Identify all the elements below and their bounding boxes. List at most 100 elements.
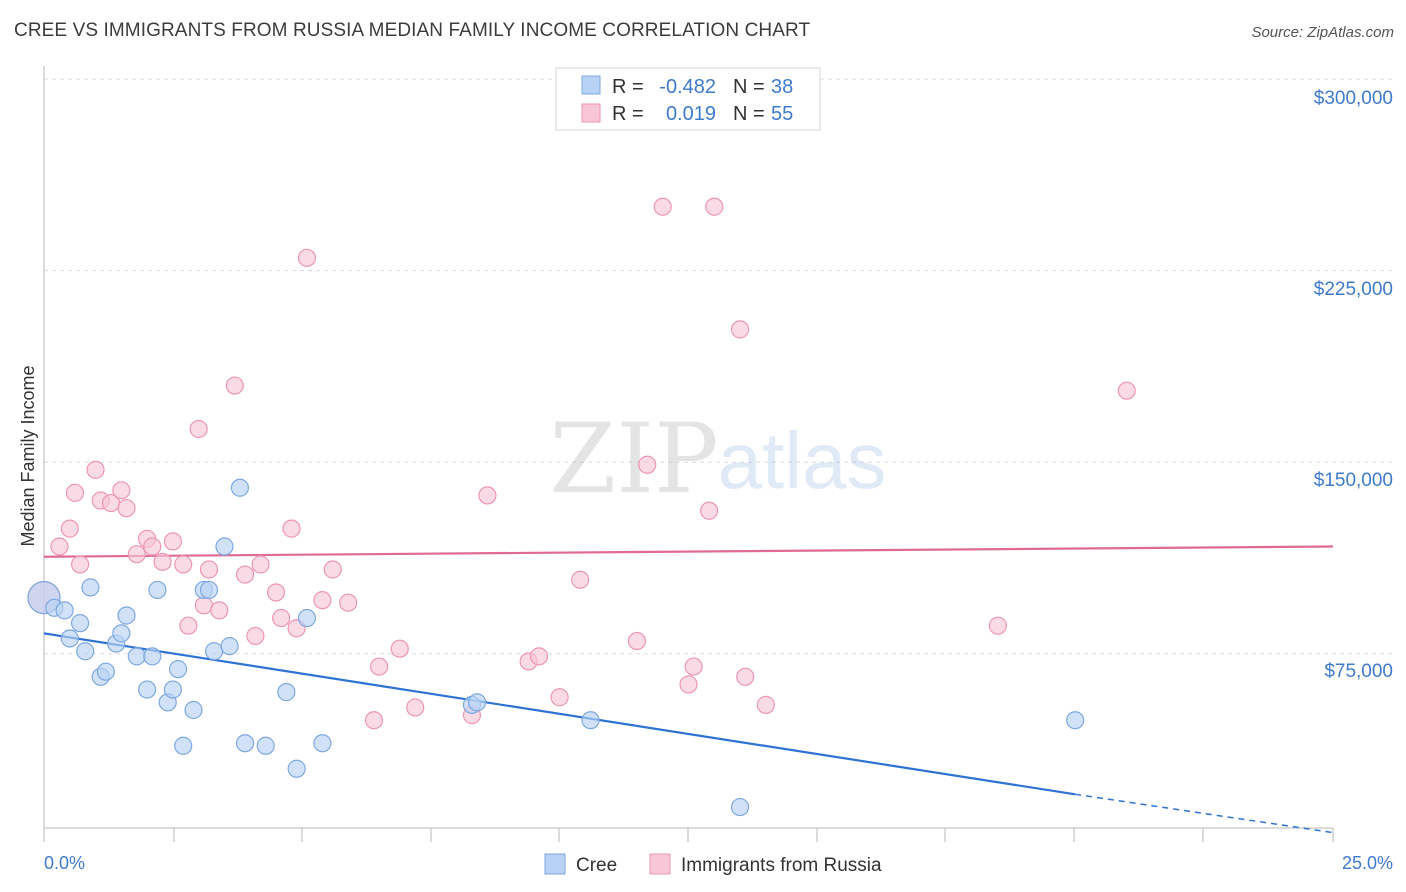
legend-swatch-cree — [581, 75, 601, 95]
russia-point — [112, 481, 131, 500]
trend-line-cree-extension — [1075, 793, 1334, 834]
russia-point — [550, 688, 569, 707]
russia-point — [86, 460, 105, 479]
russia-point — [235, 565, 255, 584]
russia-point — [364, 711, 384, 730]
russia-point — [730, 320, 750, 339]
x-tick-label-max: 25.0% — [1342, 853, 1393, 873]
legend-russia-r-value: 0.019 — [666, 103, 716, 125]
source-credit: Source: ZipAtlas.com — [1251, 24, 1394, 41]
cree-point — [55, 601, 74, 620]
russia-point — [194, 596, 213, 615]
russia-point — [339, 593, 358, 612]
russia-point — [627, 631, 647, 651]
russia-point — [127, 545, 146, 564]
bottom-legend-cree[interactable]: Cree — [576, 855, 617, 876]
cree-point — [230, 478, 250, 497]
cree-point — [174, 736, 193, 755]
trend-lines — [43, 545, 1334, 834]
cree-point — [297, 608, 317, 628]
legend-cree-r-label: R = — [612, 76, 644, 98]
x-axis-ticks — [43, 828, 1334, 842]
stats-legend: R = -0.482 N = 38 R = 0.019 N = 55 — [555, 67, 821, 131]
y-tick-label-150000: $150,000 — [1314, 470, 1393, 491]
y-tick-label-75000: $75,000 — [1324, 661, 1393, 682]
legend-swatch-russia — [581, 103, 601, 123]
bottom-legend-swatch-cree[interactable] — [544, 853, 566, 875]
russia-point — [153, 552, 172, 571]
russia-point — [390, 639, 409, 658]
bottom-legend-russia[interactable]: Immigrants from Russia — [681, 855, 882, 876]
russia-point — [700, 501, 719, 520]
bottom-legend-swatch-russia[interactable] — [649, 853, 671, 875]
cree-point — [220, 637, 239, 656]
cree-point — [143, 647, 162, 666]
russia-point — [756, 695, 775, 714]
trend-line-cree — [43, 632, 1076, 796]
x-tick-label-min: 0.0% — [44, 853, 85, 873]
russia-point — [406, 698, 425, 717]
russia-point — [65, 483, 85, 502]
russia-point — [117, 499, 136, 518]
russia-point — [653, 197, 672, 216]
russia-point — [266, 583, 286, 602]
russia-point — [163, 532, 182, 551]
russia-point — [282, 519, 301, 538]
legend-cree-r-value: -0.482 — [659, 76, 716, 98]
russia-point — [297, 248, 317, 267]
cree-point — [138, 680, 157, 699]
cree-point — [148, 580, 167, 600]
cree-point — [96, 662, 115, 681]
russia-point — [705, 197, 724, 216]
watermark: ZIP atlas — [549, 403, 886, 515]
russia-point — [272, 608, 291, 628]
cree-point — [127, 647, 146, 666]
russia-point — [313, 591, 332, 610]
russia-point — [529, 647, 549, 666]
russia-point — [478, 486, 497, 505]
cree-point — [730, 797, 750, 817]
legend-russia-n-value: 55 — [771, 103, 793, 125]
legend-russia-n-label: N = — [733, 103, 765, 125]
russia-point — [679, 675, 698, 694]
russia-point — [199, 560, 219, 579]
cree-point — [168, 660, 188, 679]
cree-point — [215, 537, 234, 556]
legend-cree-n-value: 38 — [771, 76, 793, 98]
cree-point — [184, 700, 203, 720]
cree-point — [60, 629, 79, 648]
cree-point — [235, 734, 255, 753]
cree-point — [468, 693, 487, 712]
cree-point — [1066, 711, 1085, 730]
russia-point — [50, 537, 69, 556]
chart-title: CREE VS IMMIGRANTS FROM RUSSIA MEDIAN FA… — [14, 20, 811, 41]
cree-point — [313, 734, 332, 753]
cree-point — [81, 578, 100, 597]
russia-point — [174, 555, 193, 574]
russia-point — [246, 626, 265, 646]
cree-point — [287, 759, 306, 778]
cree-point — [117, 606, 136, 625]
cree-point — [163, 680, 182, 699]
cree-point — [70, 614, 90, 633]
russia-point — [179, 616, 198, 635]
cree-point — [205, 642, 224, 661]
y-axis-label: Median Family Income — [18, 365, 38, 546]
russia-point — [189, 419, 208, 439]
russia-point — [323, 560, 342, 579]
trend-line-russia — [43, 545, 1334, 558]
russia-point — [225, 376, 244, 395]
russia-point — [684, 657, 703, 676]
watermark-atlas: atlas — [718, 416, 887, 505]
russia-point — [988, 616, 1007, 635]
cree-point — [199, 580, 219, 600]
y-tick-label-300000: $300,000 — [1314, 88, 1393, 109]
legend-russia-r-label: R = — [612, 103, 644, 125]
y-tick-label-225000: $225,000 — [1314, 279, 1393, 300]
russia-point — [638, 455, 657, 474]
cree-point — [256, 736, 275, 755]
russia-point — [251, 555, 270, 574]
russia-point — [571, 570, 590, 589]
cree-point — [581, 711, 600, 730]
